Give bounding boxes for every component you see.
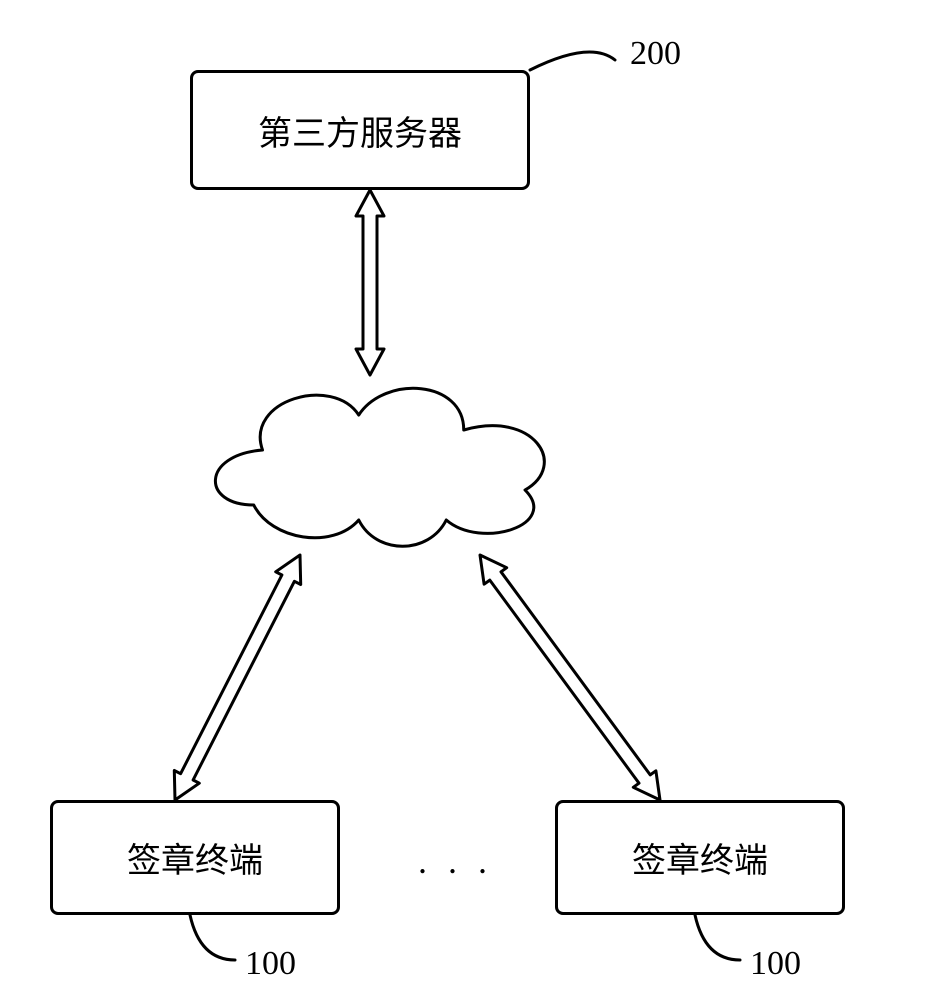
- node-terminal-right: 签章终端: [555, 800, 845, 915]
- diagram-canvas: 第三方服务器 200 网络 签章终端 100 签章终端 100 . . .: [0, 0, 929, 1000]
- node-server-label: 第三方服务器: [258, 106, 462, 155]
- ref-label-100-right: 100: [750, 945, 801, 983]
- node-server: 第三方服务器: [190, 70, 530, 190]
- ref-label-100-left: 100: [245, 945, 296, 983]
- ellipsis: . . .: [418, 840, 493, 882]
- node-terminal-left: 签章终端: [50, 800, 340, 915]
- node-terminal-right-label: 签章终端: [632, 833, 768, 882]
- node-cloud-label: 网络: [350, 460, 418, 509]
- node-terminal-left-label: 签章终端: [127, 833, 263, 882]
- ref-label-200: 200: [630, 35, 681, 73]
